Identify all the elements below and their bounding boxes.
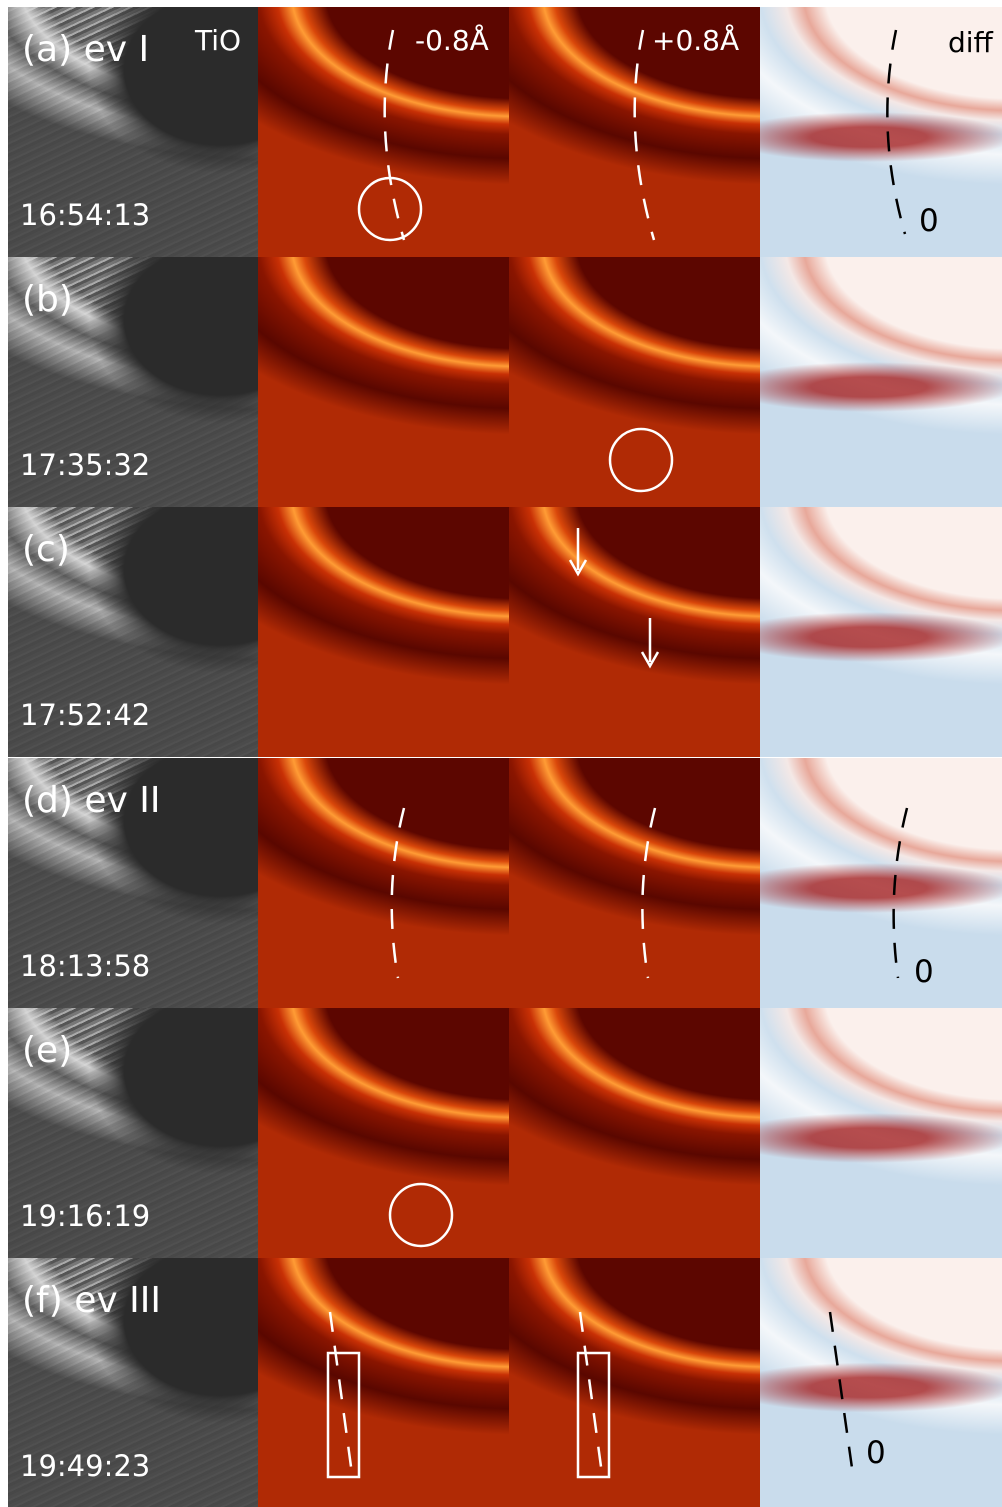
dashed-line bbox=[330, 1312, 352, 1474]
arrow bbox=[642, 618, 658, 666]
dashed-line bbox=[642, 808, 655, 978]
dashed-line bbox=[635, 30, 654, 240]
circle-marker bbox=[610, 429, 672, 491]
dashed-line bbox=[894, 808, 907, 978]
circle-marker bbox=[390, 1184, 452, 1246]
dashed-line bbox=[385, 30, 404, 240]
figure: (a) ev I16:54:130(b)17:35:32(c)17:52:42(… bbox=[0, 0, 1002, 1507]
dashed-line bbox=[580, 1312, 602, 1474]
arrow bbox=[570, 528, 586, 574]
dashed-line bbox=[392, 808, 404, 978]
dashed-line bbox=[887, 30, 905, 234]
circle-marker bbox=[359, 178, 421, 240]
dashed-line bbox=[830, 1312, 852, 1468]
annotations bbox=[0, 0, 1002, 1507]
